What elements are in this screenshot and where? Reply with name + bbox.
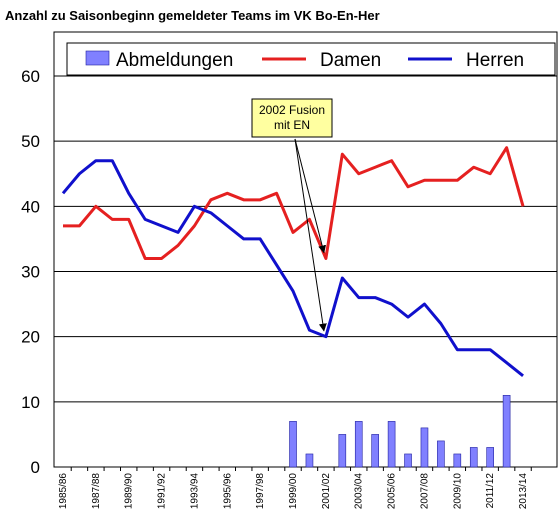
bar [371, 434, 379, 468]
x-axis-ticks: 1985/86 1987/88 1989/90 1991/92 1993/94 1995/… [58, 467, 532, 510]
x-tick-label: 1991/92 [157, 473, 168, 510]
bar [354, 421, 363, 468]
bar [404, 453, 412, 468]
x-tick-label: 2003/04 [354, 473, 365, 510]
x-tick-label: 1987/88 [91, 473, 102, 510]
legend-label: Herren [466, 50, 524, 71]
legend-label: Abmeldungen [116, 50, 233, 71]
legend-label: Damen [320, 50, 381, 71]
bar [437, 440, 445, 468]
bar [305, 453, 314, 468]
annotation-arrow [294, 138, 327, 332]
x-tick-label: 1997/98 [255, 473, 266, 510]
chart-title: Anzahl zu Saisonbeginn gemeldeter Teams … [5, 8, 380, 23]
bar [502, 395, 511, 468]
x-tick-label: 1985/86 [58, 473, 69, 510]
line-series [61, 146, 525, 377]
x-tick-label: 1999/00 [288, 473, 299, 510]
bar [453, 453, 462, 468]
x-tick-label: 1989/90 [124, 473, 135, 510]
bar [387, 421, 396, 468]
x-tick-label: 2005/06 [387, 473, 398, 510]
x-tick-label: 2001/02 [321, 473, 332, 510]
annotation-box [251, 98, 333, 138]
y-tick-label: 0 [31, 458, 40, 477]
y-tick-label: 30 [21, 263, 40, 282]
series-line-damen [63, 146, 525, 260]
bar [338, 434, 347, 468]
y-tick-label: 50 [21, 132, 40, 151]
annotation-text: mit EN [274, 118, 310, 132]
bar-series [289, 395, 511, 468]
y-tick-label: 40 [21, 197, 40, 216]
annotation-text: 2002 Fusion [259, 103, 325, 117]
x-tick-label: 2011/12 [485, 473, 496, 509]
bar [469, 447, 478, 468]
bar [289, 421, 297, 468]
y-tick-label: 10 [21, 393, 40, 412]
annotation-arrow [294, 138, 327, 254]
legend-box [66, 42, 556, 76]
legend-swatch [85, 50, 110, 66]
series-line-herren [61, 159, 524, 377]
legend: Abmeldungen Damen Herren [66, 42, 556, 76]
y-tick-label: 20 [21, 328, 40, 347]
x-tick-label: 2013/14 [518, 473, 529, 510]
x-tick-label: 2007/08 [419, 473, 430, 510]
bar [486, 447, 494, 468]
y-tick-label: 60 [21, 67, 40, 86]
bar [420, 427, 429, 468]
plot-area-border [53, 31, 558, 468]
x-tick-label: 1993/94 [189, 473, 200, 510]
x-tick-label: 2009/10 [452, 473, 463, 510]
x-tick-label: 1995/96 [222, 473, 233, 510]
y-axis-ticks: 0 10 20 30 40 50 60 [21, 67, 40, 477]
